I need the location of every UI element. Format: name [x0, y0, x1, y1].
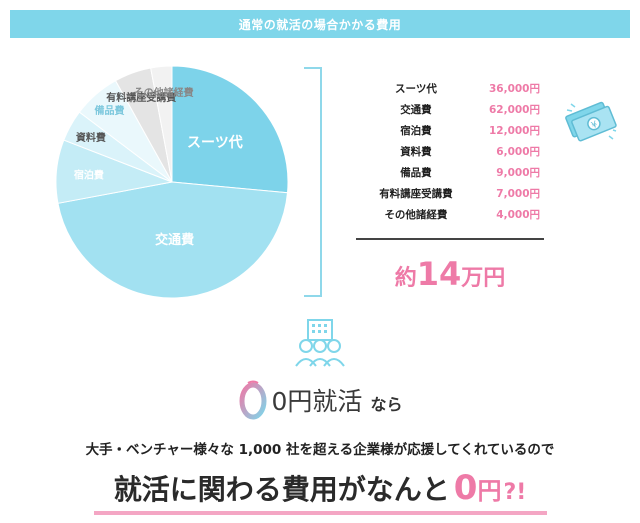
cost-name: 交通費 — [400, 104, 432, 116]
cost-row: スーツ代 36,000円 — [360, 78, 540, 99]
cost-row: 宿泊費 12,000円 — [360, 120, 540, 141]
pie-slice-label: スーツ代 — [187, 134, 243, 151]
pie-slice — [57, 181, 289, 299]
cost-amount: 9,000円 — [496, 167, 540, 179]
pie-slice — [171, 65, 289, 194]
cost-name: 資料費 — [400, 146, 432, 158]
cost-row: 有料講座受講費 7,000円 — [360, 183, 540, 204]
cost-amount: 4,000円 — [496, 209, 540, 221]
pie-slice-label: その他諸経費 — [134, 86, 194, 99]
total-number: 14 — [416, 255, 462, 293]
cost-name: 有料講座受講費 — [379, 188, 453, 200]
cost-name: 備品費 — [400, 167, 432, 179]
cost-amount: 7,000円 — [496, 188, 540, 200]
section-header: 通常の就活の場合かかる費用 — [10, 10, 630, 38]
cost-amount: 36,000円 — [488, 83, 540, 95]
pie-slice — [150, 65, 173, 183]
subtitle-text: 大手・ベンチャー様々な 1,000 社を超える企業様が応援してくれているので — [85, 442, 555, 458]
team-building-icon — [295, 319, 345, 367]
money-bills-icon: ¥ — [565, 101, 617, 142]
cost-table: スーツ代 36,000円 交通費 62,000円 宿泊費 12,000円 資料費 6,0… — [360, 78, 540, 225]
headline-zero: 0 — [453, 468, 478, 508]
cost-row: その他諸経費 4,000円 — [360, 204, 540, 225]
cost-row: 備品費 9,000円 — [360, 162, 540, 183]
total-prefix: 約 — [394, 266, 417, 291]
cost-amount: 6,000円 — [496, 146, 540, 158]
brand-name: 0円就活 — [271, 387, 363, 416]
pie-slice-label: 宿泊費 — [74, 168, 104, 181]
cost-amount: 62,000円 — [488, 104, 540, 116]
cost-row: 交通費 62,000円 — [360, 99, 540, 120]
table-divider — [356, 238, 544, 240]
pie-slice-label: 交通費 — [155, 232, 194, 248]
cost-name: 宿泊費 — [400, 125, 432, 137]
total-cost: 約14万円 — [356, 252, 544, 301]
headline-yen: 円 — [477, 477, 502, 505]
brand-row: 0円就活 なら — [0, 380, 640, 420]
headline-underline — [94, 511, 547, 515]
cost-name: スーツ代 — [395, 83, 437, 95]
section-title: 通常の就活の場合かかる費用 — [238, 17, 402, 32]
pie-slice-label: 備品費 — [95, 104, 125, 117]
headline-text: 就活に関わる費用がなんと — [113, 473, 450, 506]
pie-slice-label: 有料講座受講費 — [106, 91, 176, 104]
headline-exclaim: ?! — [503, 480, 527, 505]
pie-slice-label: 資料費 — [76, 131, 106, 144]
cost-name: その他諸経費 — [384, 209, 448, 221]
cost-amount: 12,000円 — [488, 125, 540, 137]
cost-row: 資料費 6,000円 — [360, 141, 540, 162]
bracket-divider — [304, 67, 322, 297]
total-suffix: 万円 — [461, 266, 506, 291]
brand-suffix: なら — [370, 395, 403, 414]
svg-text:¥: ¥ — [590, 120, 599, 132]
headline: 就活に関わる費用がなんと 0 円?! — [0, 468, 640, 508]
zero-yen-logo-icon — [239, 380, 267, 420]
